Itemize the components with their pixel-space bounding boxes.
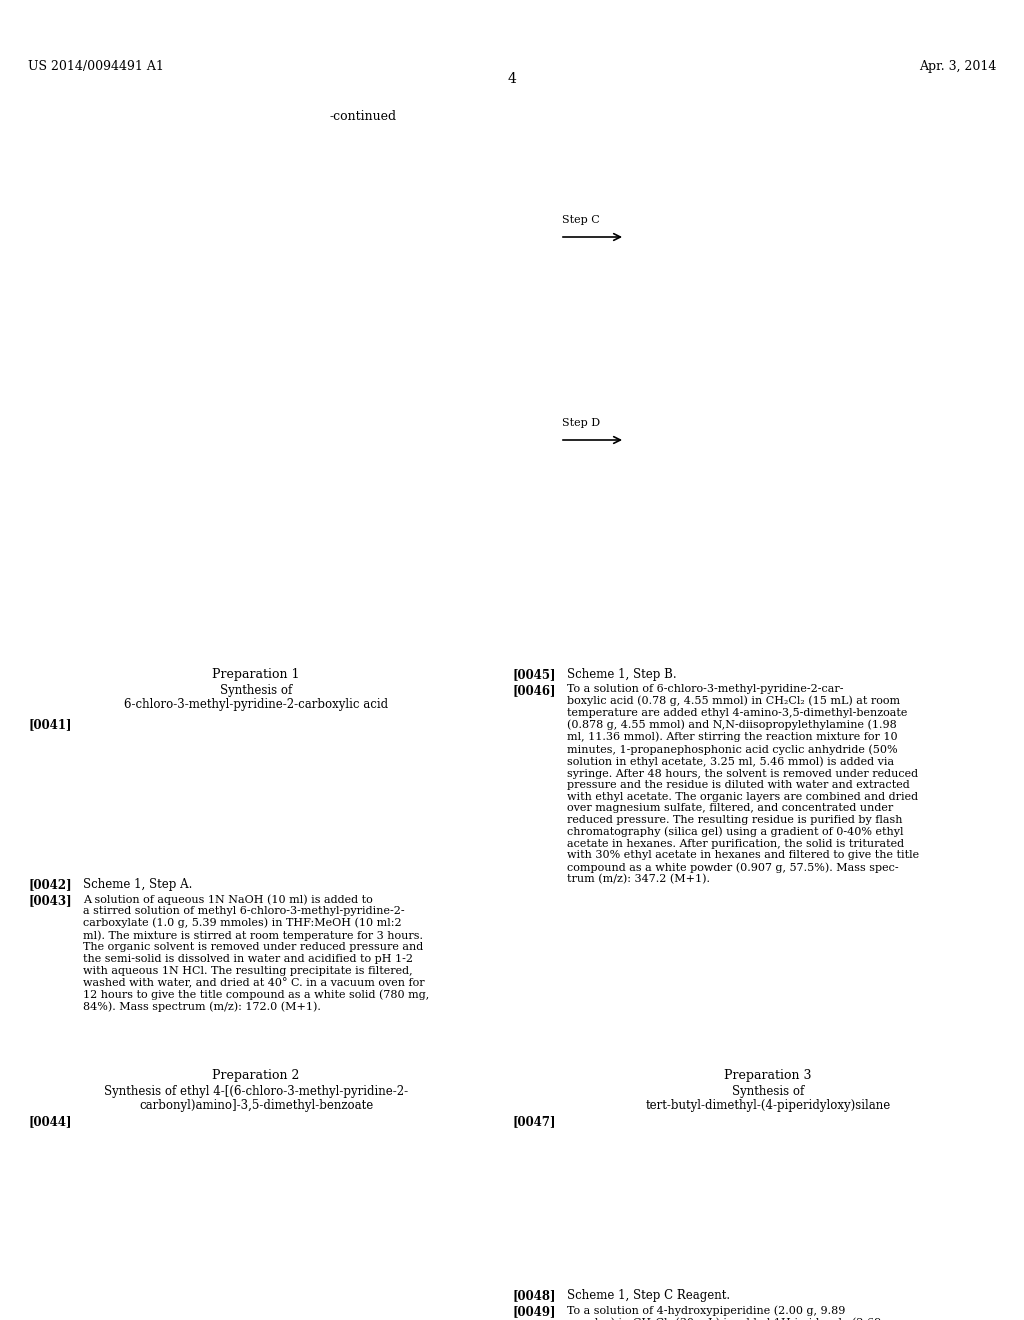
Text: [0043]: [0043] bbox=[28, 894, 72, 907]
Text: 4: 4 bbox=[508, 73, 516, 86]
Text: -continued: -continued bbox=[330, 110, 397, 123]
Text: To a solution of 4-hydroxypiperidine (2.00 g, 9.89
mmoles) in CH₂Cl₂ (30 mL) is : To a solution of 4-hydroxypiperidine (2.… bbox=[567, 1305, 895, 1320]
Text: Preparation 2: Preparation 2 bbox=[212, 1069, 300, 1082]
Text: tert-butyl-dimethyl-(4-piperidyloxy)silane: tert-butyl-dimethyl-(4-piperidyloxy)sila… bbox=[645, 1100, 891, 1111]
Text: [0046]: [0046] bbox=[512, 684, 555, 697]
Text: Synthesis of: Synthesis of bbox=[220, 684, 292, 697]
Text: Step C: Step C bbox=[562, 215, 600, 224]
Text: US 2014/0094491 A1: US 2014/0094491 A1 bbox=[28, 59, 164, 73]
Text: [0041]: [0041] bbox=[28, 718, 72, 731]
Text: Preparation 1: Preparation 1 bbox=[212, 668, 300, 681]
Text: Synthesis of: Synthesis of bbox=[732, 1085, 804, 1098]
Text: Step D: Step D bbox=[562, 418, 600, 428]
Text: [0045]: [0045] bbox=[512, 668, 555, 681]
Text: [0048]: [0048] bbox=[512, 1290, 555, 1302]
Text: Preparation 3: Preparation 3 bbox=[724, 1069, 812, 1082]
Text: [0044]: [0044] bbox=[28, 1115, 72, 1129]
Text: Scheme 1, Step A.: Scheme 1, Step A. bbox=[83, 878, 193, 891]
Text: Scheme 1, Step C Reagent.: Scheme 1, Step C Reagent. bbox=[567, 1290, 730, 1302]
Text: [0047]: [0047] bbox=[512, 1115, 555, 1129]
Text: Scheme 1, Step B.: Scheme 1, Step B. bbox=[567, 668, 677, 681]
Text: [0042]: [0042] bbox=[28, 878, 72, 891]
Text: [0049]: [0049] bbox=[512, 1305, 555, 1317]
Text: Apr. 3, 2014: Apr. 3, 2014 bbox=[919, 59, 996, 73]
Text: To a solution of 6-chloro-3-methyl-pyridine-2-car-
boxylic acid (0.78 g, 4.55 mm: To a solution of 6-chloro-3-methyl-pyrid… bbox=[567, 684, 920, 884]
Text: Synthesis of ethyl 4-[(6-chloro-3-methyl-pyridine-2-: Synthesis of ethyl 4-[(6-chloro-3-methyl… bbox=[104, 1085, 408, 1098]
Text: carbonyl)amino]-3,5-dimethyl-benzoate: carbonyl)amino]-3,5-dimethyl-benzoate bbox=[139, 1100, 373, 1111]
Text: 6-chloro-3-methyl-pyridine-2-carboxylic acid: 6-chloro-3-methyl-pyridine-2-carboxylic … bbox=[124, 698, 388, 711]
Text: A solution of aqueous 1N NaOH (10 ml) is added to
a stirred solution of methyl 6: A solution of aqueous 1N NaOH (10 ml) is… bbox=[83, 894, 429, 1012]
